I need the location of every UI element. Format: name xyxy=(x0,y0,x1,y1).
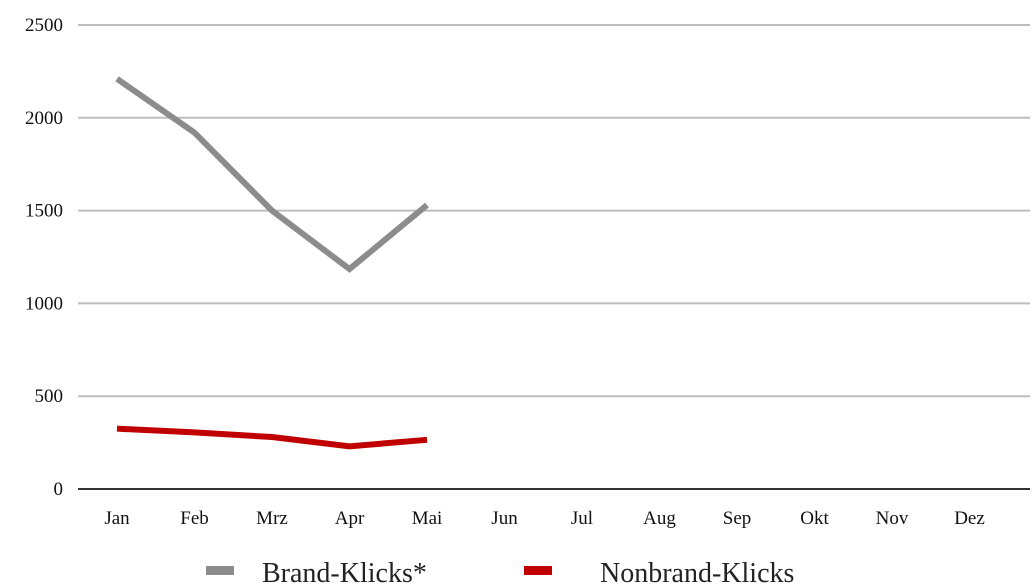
y-tick-label: 1000 xyxy=(25,293,63,314)
y-tick-label: 0 xyxy=(54,479,64,500)
series-line-nonbrand-klicks xyxy=(116,425,428,450)
x-tick-label: Apr xyxy=(335,508,365,529)
series-line-brand-klicks xyxy=(115,76,429,273)
x-tick-label: Sep xyxy=(723,508,752,529)
x-tick-label: Dez xyxy=(954,508,985,529)
x-tick-label: Mrz xyxy=(256,508,288,529)
x-tick-label: Jul xyxy=(571,508,593,529)
legend-swatch xyxy=(206,566,234,575)
y-tick-label: 2500 xyxy=(25,15,63,36)
legend: Brand-Klicks* Nonbrand-Klicks xyxy=(206,558,794,586)
y-tick-label: 500 xyxy=(35,386,64,407)
y-tick-label: 2000 xyxy=(25,108,63,129)
gridlines xyxy=(78,24,1030,398)
x-tick-label: Nov xyxy=(876,508,909,529)
x-tick-label: Mai xyxy=(412,508,443,529)
legend-label: Brand-Klicks* xyxy=(262,558,427,586)
series-lines xyxy=(115,76,429,450)
x-tick-label: Jan xyxy=(104,508,130,529)
x-tick-label: Feb xyxy=(180,508,209,529)
legend-label: Nonbrand-Klicks xyxy=(600,558,794,586)
y-axis-tick-labels: 0 500 1000 1500 2000 2500 xyxy=(25,15,63,500)
y-tick-label: 1500 xyxy=(25,201,63,222)
x-axis-tick-labels: Jan Feb Mrz Apr Mai Jun Jul Aug Sep Okt Nov Dez xyxy=(104,508,984,529)
legend-swatch xyxy=(524,566,552,575)
x-tick-label: Okt xyxy=(800,508,829,529)
x-tick-label: Aug xyxy=(643,508,676,529)
x-tick-label: Jun xyxy=(491,508,518,529)
